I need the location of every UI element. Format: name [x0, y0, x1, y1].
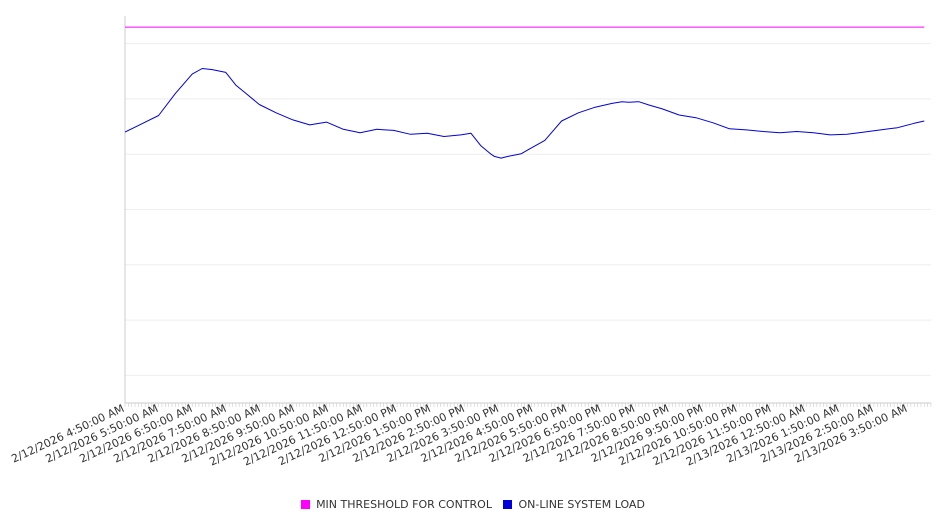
- legend-label-min-threshold: MIN THRESHOLD FOR CONTROL: [316, 498, 492, 511]
- legend-item-system-load[interactable]: ON-LINE SYSTEM LOAD: [503, 498, 645, 511]
- grid-lines: [125, 43, 931, 376]
- legend-item-min-threshold[interactable]: MIN THRESHOLD FOR CONTROL: [301, 498, 492, 511]
- legend-swatch-min-threshold: [301, 500, 311, 509]
- legend-label-system-load: ON-LINE SYSTEM LOAD: [518, 498, 645, 511]
- x-axis-minor-ticks: [124, 403, 932, 407]
- x-axis-tick-labels: 2/12/2026 4:50:00 AM2/12/2026 5:50:00 AM…: [9, 402, 909, 469]
- legend: MIN THRESHOLD FOR CONTROL ON-LINE SYSTEM…: [0, 498, 946, 512]
- legend-swatch-system-load: [503, 500, 513, 509]
- series-line-system-load: [124, 68, 925, 159]
- series-layer: [124, 26, 925, 159]
